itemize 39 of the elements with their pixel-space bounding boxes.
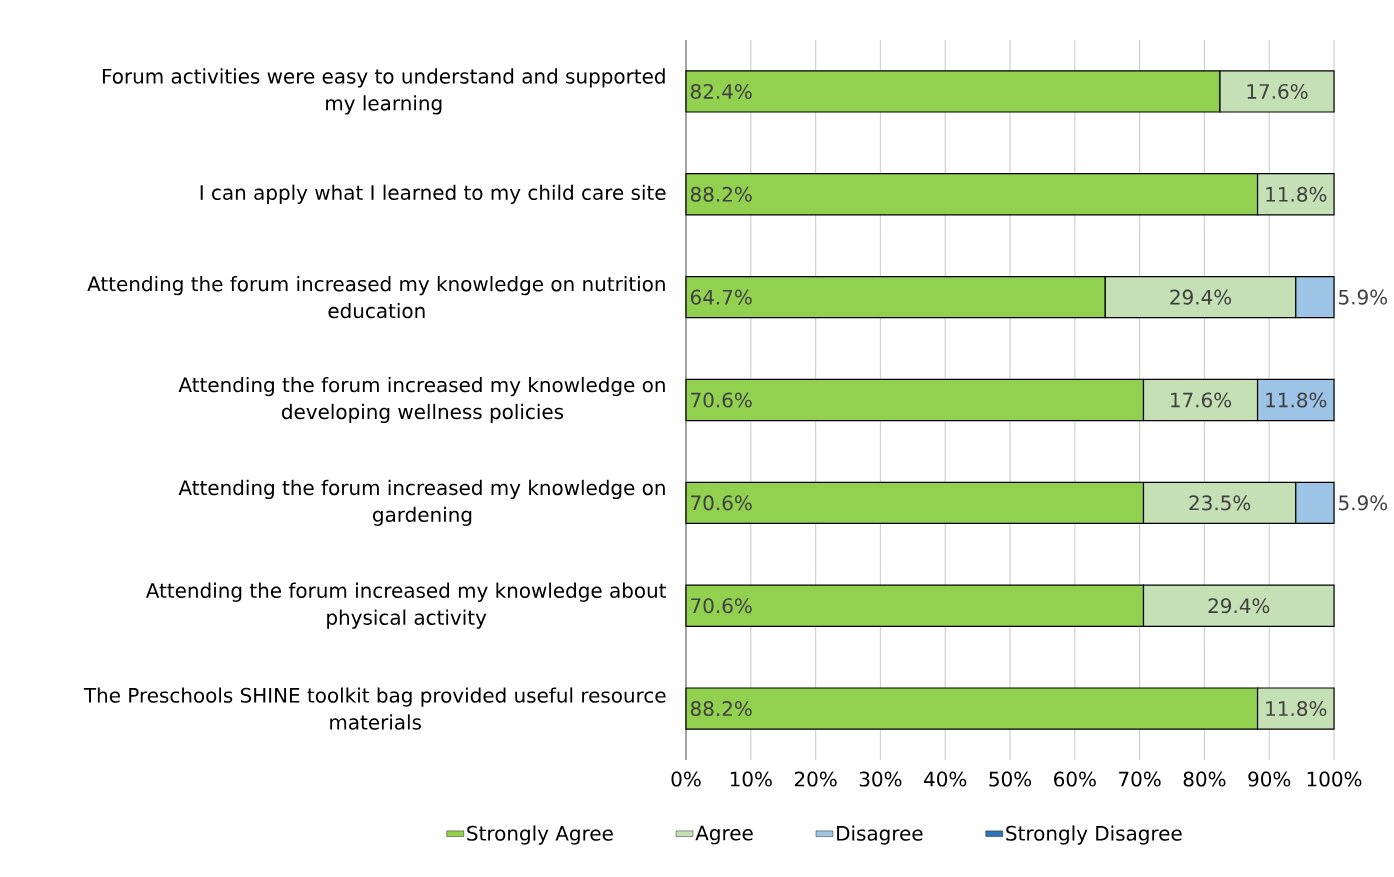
data-label: 70.6% — [691, 392, 752, 408]
legend-label: Strongly Disagree — [1006, 825, 1182, 845]
data-label: 70.6% — [691, 598, 752, 614]
x-tick-label: 10% — [730, 771, 772, 787]
data-label: 11.8% — [1266, 186, 1327, 202]
data-label: 70.6% — [691, 495, 752, 511]
data-label: 11.8% — [1266, 701, 1327, 717]
data-label: 5.9% — [1339, 289, 1388, 305]
data-label: 64.7% — [690, 289, 752, 305]
legend-label: Strongly Agree — [467, 825, 613, 845]
y-tick-label: Attending the forum increased my knowledge on nutrition education — [87, 275, 665, 319]
x-tick-label: 60% — [1054, 771, 1096, 787]
x-tick-label: 30% — [859, 771, 902, 787]
legend-label: Disagree — [837, 825, 923, 845]
y-tick-label: The Preschools SHINE toolkit bag provided useful resource materials — [83, 687, 666, 730]
data-label: 17.6% — [1247, 83, 1308, 99]
data-label: 88.2% — [690, 701, 752, 717]
y-tick-label: Attending the forum increased my knowledge on gardening — [178, 479, 665, 526]
data-label: 17.6% — [1171, 392, 1232, 408]
x-tick-label: 70% — [1119, 771, 1161, 787]
y-tick-label: Attending the forum increased my knowledge on developing wellness policies — [178, 376, 665, 424]
x-tick-label: 80% — [1183, 771, 1226, 787]
legend-label: Agree — [695, 825, 753, 845]
data-label: 29.4% — [1208, 598, 1270, 614]
x-tick-label: 50% — [989, 771, 1032, 787]
x-tick-label: 0% — [671, 771, 701, 787]
y-tick-label: Attending the forum increased my knowledge about physical activity — [145, 582, 667, 629]
data-label: 82.4% — [690, 83, 752, 99]
data-label: 29.4% — [1170, 289, 1232, 305]
data-label: 5.9% — [1339, 495, 1388, 511]
y-tick-label: I can apply what I learned to my child care site — [200, 184, 666, 204]
data-label: 88.2% — [690, 186, 752, 202]
x-tick-label: 40% — [924, 771, 967, 787]
x-tick-label: 90% — [1248, 771, 1291, 787]
x-tick-label: 100% — [1307, 771, 1362, 787]
data-label: 23.5% — [1189, 495, 1251, 511]
x-tick-label: 20% — [794, 771, 837, 787]
data-label: 11.8% — [1266, 392, 1327, 408]
y-tick-label: Forum activities were easy to understand and supported my learning — [102, 68, 665, 115]
